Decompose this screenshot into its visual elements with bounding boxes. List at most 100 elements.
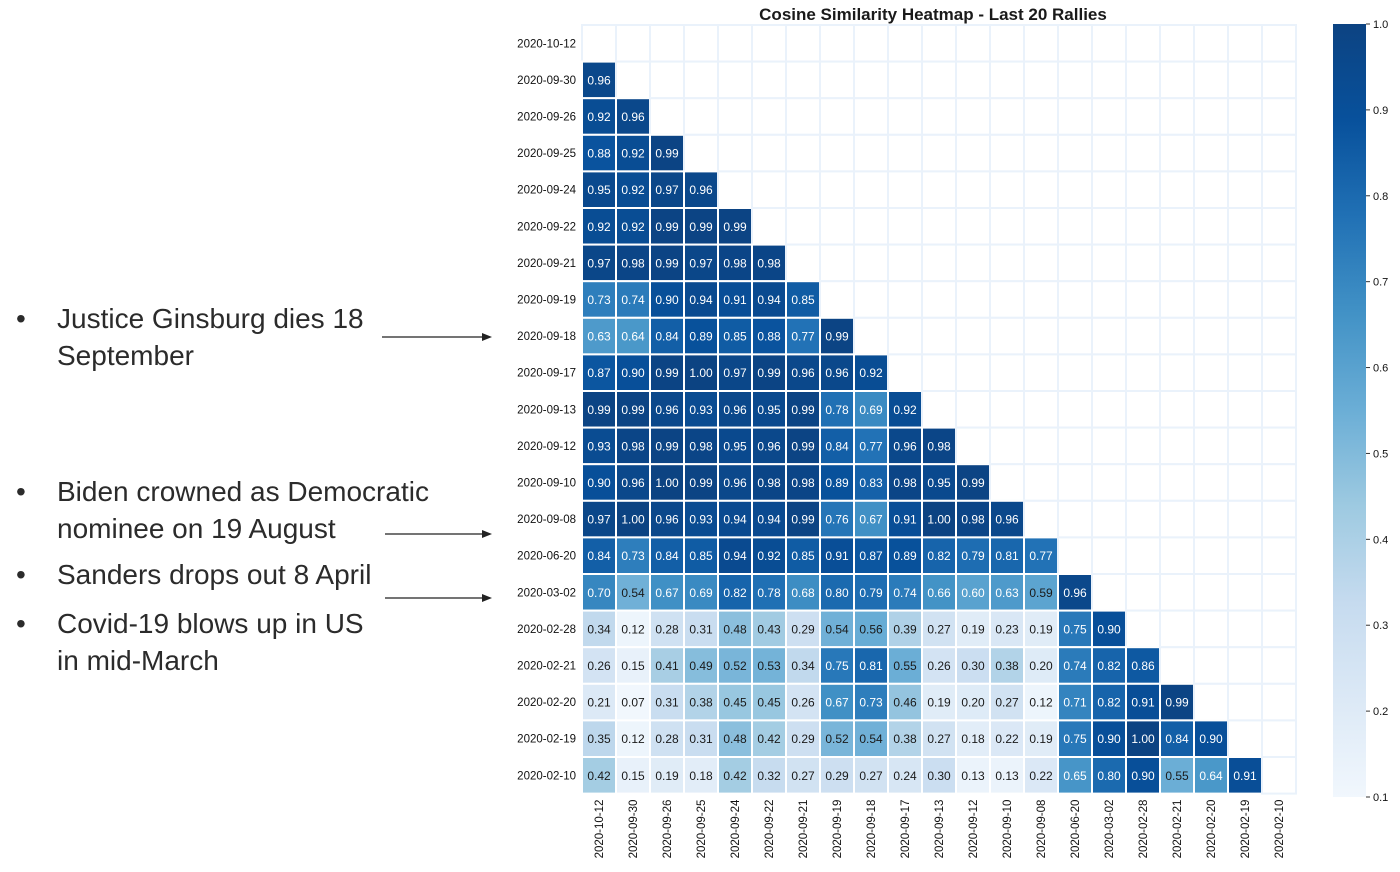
cell-value-label: 0.67 xyxy=(655,586,679,600)
masked-cell xyxy=(989,353,1025,392)
masked-cell xyxy=(1057,280,1093,319)
masked-cell xyxy=(819,243,855,283)
y-tick-label: 2020-09-30 xyxy=(517,75,576,87)
cell-value-label: 0.29 xyxy=(791,732,815,746)
cell-value-label: 0.99 xyxy=(655,256,679,270)
masked-cell xyxy=(1159,207,1195,246)
masked-cell xyxy=(1261,756,1297,795)
masked-cell xyxy=(1227,24,1263,63)
cell-value-label: 0.30 xyxy=(927,769,951,783)
cell-value-label: 0.96 xyxy=(621,476,645,490)
masked-cell xyxy=(1125,390,1161,429)
cell-value-label: 0.96 xyxy=(621,110,645,124)
masked-cell xyxy=(785,207,821,246)
x-tick-label: 2020-09-18 xyxy=(866,800,878,859)
masked-cell xyxy=(853,97,889,136)
x-tick-label: 2020-09-22 xyxy=(764,800,776,859)
masked-cell xyxy=(785,170,821,209)
heatmap-cell xyxy=(717,390,753,429)
masked-cell xyxy=(1159,353,1195,392)
cell-value-label: 0.92 xyxy=(587,110,611,124)
cell-value-label: 0.99 xyxy=(961,476,985,490)
masked-cell xyxy=(1159,499,1195,539)
masked-cell xyxy=(1057,316,1093,356)
cell-value-label: 0.19 xyxy=(1029,732,1053,746)
masked-cell xyxy=(887,353,923,392)
heatmap-cell xyxy=(683,243,719,283)
y-tick-label: 2020-02-28 xyxy=(517,624,576,636)
cell-value-label: 0.48 xyxy=(723,622,747,636)
masked-cell xyxy=(853,170,889,209)
cell-value-label: 0.99 xyxy=(757,366,781,380)
masked-cell xyxy=(1193,609,1229,649)
masked-cell xyxy=(1023,60,1059,100)
heatmap-cell xyxy=(887,499,923,539)
y-tick-label: 2020-09-08 xyxy=(517,514,576,526)
cell-value-label: 0.63 xyxy=(587,330,611,344)
masked-cell xyxy=(1125,573,1161,612)
masked-cell xyxy=(1227,97,1263,136)
annotation-line: Biden crowned as Democratic xyxy=(57,476,429,507)
masked-cell xyxy=(717,170,753,209)
masked-cell xyxy=(853,60,889,100)
cell-value-label: 0.34 xyxy=(791,659,815,673)
masked-cell xyxy=(921,316,957,356)
masked-cell xyxy=(615,60,651,100)
masked-cell xyxy=(1125,170,1161,209)
masked-cell xyxy=(1057,170,1093,209)
cell-value-label: 0.99 xyxy=(655,439,679,453)
cell-value-label: 0.94 xyxy=(757,513,781,527)
masked-cell xyxy=(921,24,957,63)
masked-cell xyxy=(921,170,957,209)
masked-cell xyxy=(1159,280,1195,319)
heatmap-cell xyxy=(581,756,617,795)
cell-value-label: 0.90 xyxy=(587,476,611,490)
masked-cell xyxy=(1227,646,1263,685)
cell-value-label: 0.96 xyxy=(689,183,713,197)
masked-cell xyxy=(955,170,991,209)
heatmap-cell xyxy=(615,243,651,283)
heatmap-cells: 0.96 0.92 0.96 0.88 0.92 0.99 0.95 0.92 0.97 0.96… xyxy=(581,24,1297,795)
cell-value-label: 0.31 xyxy=(689,622,713,636)
masked-cell xyxy=(1125,499,1161,539)
cell-value-label: 0.89 xyxy=(825,476,849,490)
heatmap-cell xyxy=(819,536,855,576)
colorbar-tick-label: 0.2 xyxy=(1373,706,1388,718)
masked-cell xyxy=(1261,243,1297,283)
cell-value-label: 0.96 xyxy=(825,366,849,380)
heatmap-cell xyxy=(751,756,787,795)
y-tick-label: 2020-09-10 xyxy=(517,478,576,490)
colorbar-tick-label: 0.5 xyxy=(1373,448,1388,460)
masked-cell xyxy=(1057,133,1093,173)
masked-cell xyxy=(1023,316,1059,356)
cell-value-label: 0.90 xyxy=(621,366,645,380)
colorbar-tick-label: 0.9 xyxy=(1373,105,1388,117)
cell-value-label: 0.92 xyxy=(621,183,645,197)
masked-cell xyxy=(853,316,889,356)
cell-value-label: 0.82 xyxy=(1097,659,1121,673)
cell-value-label: 0.96 xyxy=(893,439,917,453)
cell-value-label: 0.13 xyxy=(961,769,985,783)
colorbar-ticks: 0.1 0.2 0.3 0.4 0.5 0.6 0.7 0.8 0.9 1.0 xyxy=(1366,19,1388,804)
annotation-line: Covid-19 blows up in US xyxy=(57,608,364,639)
masked-cell xyxy=(1057,463,1093,502)
masked-cell xyxy=(1227,426,1263,466)
cell-value-label: 0.89 xyxy=(689,330,713,344)
masked-cell xyxy=(751,207,787,246)
heatmap-cell xyxy=(581,499,617,539)
masked-cell xyxy=(1091,536,1127,576)
masked-cell xyxy=(819,97,855,136)
heatmap-cell xyxy=(751,426,787,466)
heatmap-cell xyxy=(649,573,685,612)
masked-cell xyxy=(1023,426,1059,466)
cell-value-label: 0.90 xyxy=(1097,732,1121,746)
masked-cell xyxy=(1193,646,1229,685)
cell-value-label: 0.98 xyxy=(689,439,713,453)
heatmap-cell xyxy=(887,719,923,759)
cell-value-label: 0.91 xyxy=(723,293,747,307)
masked-cell xyxy=(853,24,889,63)
cell-value-label: 0.67 xyxy=(859,513,883,527)
x-tick-label: 2020-03-02 xyxy=(1104,800,1116,859)
bullet-dot: • xyxy=(16,559,26,590)
masked-cell xyxy=(785,243,821,283)
